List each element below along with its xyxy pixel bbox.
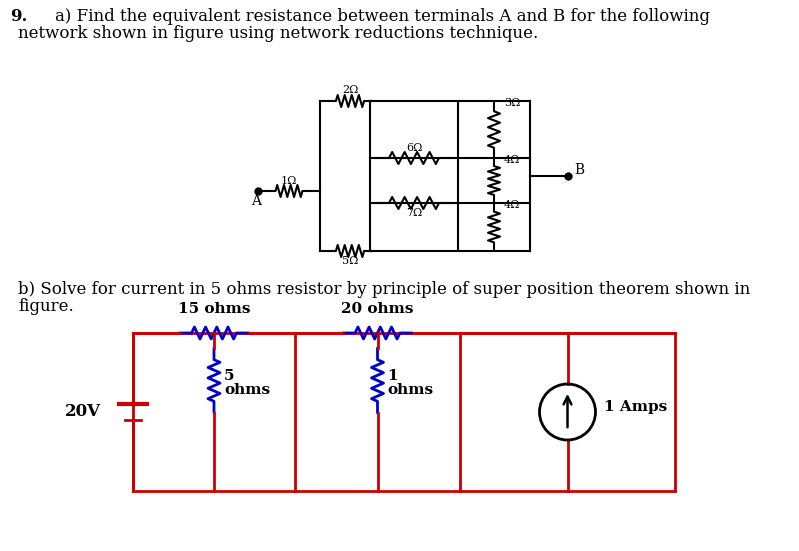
Text: a) Find the equivalent resistance between terminals A and B for the following: a) Find the equivalent resistance betwee… [55,8,710,25]
Text: 2Ω: 2Ω [342,85,358,95]
Text: 1 Amps: 1 Amps [603,400,666,414]
Text: 4Ω: 4Ω [504,200,520,210]
Text: ohms: ohms [388,383,434,397]
Text: 15 ohms: 15 ohms [177,302,250,316]
Text: 1: 1 [388,369,398,382]
Text: 20 ohms: 20 ohms [341,302,414,316]
Text: 7Ω: 7Ω [406,208,422,218]
Text: ohms: ohms [224,383,270,397]
Text: network shown in figure using network reductions technique.: network shown in figure using network re… [18,25,539,42]
Text: 4Ω: 4Ω [504,155,520,165]
Text: 5Ω: 5Ω [342,256,358,266]
Text: 20V: 20V [65,403,101,420]
Text: 6Ω: 6Ω [406,143,422,153]
Text: 1Ω: 1Ω [280,176,297,186]
Text: 3Ω: 3Ω [504,98,520,108]
Text: b) Solve for current in 5 ohms resistor by principle of super position theorem s: b) Solve for current in 5 ohms resistor … [18,281,750,298]
Text: A: A [251,194,261,208]
Text: B: B [574,163,584,177]
Text: figure.: figure. [18,298,74,315]
Text: 5: 5 [224,369,234,382]
Text: 9.: 9. [10,8,27,25]
